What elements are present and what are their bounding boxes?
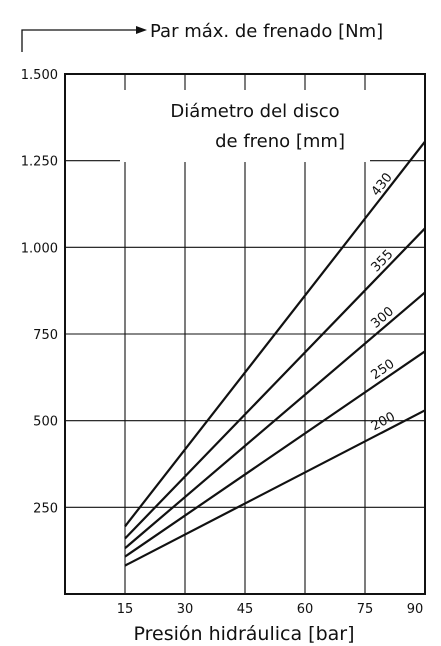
x-tick-label: 45 bbox=[237, 602, 254, 617]
series-line-355 bbox=[124, 227, 426, 540]
y-tick-label: 1.500 bbox=[21, 68, 58, 83]
legend-title-line-2: de freno [mm] bbox=[215, 131, 345, 152]
tick-labels: 250 500 750 1.000 1.250 1.500 15 30 45 60 75 90 bbox=[21, 68, 423, 617]
x-tick-label: 75 bbox=[357, 602, 374, 617]
series-line-250 bbox=[124, 350, 426, 558]
series-line-430 bbox=[124, 140, 426, 528]
series-label-200: 200 bbox=[369, 409, 398, 434]
x-tick-label: 60 bbox=[297, 602, 314, 617]
y-tick-label: 750 bbox=[33, 328, 58, 343]
y-tick-label: 1.000 bbox=[21, 241, 58, 256]
y-tick-label: 1.250 bbox=[21, 155, 58, 170]
x-tick-label: 15 bbox=[117, 602, 134, 617]
series-label-355: 355 bbox=[368, 247, 396, 275]
y-tick-label: 500 bbox=[33, 415, 58, 430]
legend-title-line-1: Diámetro del disco bbox=[170, 101, 339, 122]
x-tick-label: 90 bbox=[407, 602, 424, 617]
plot-frame bbox=[64, 73, 426, 595]
series-label-300: 300 bbox=[368, 304, 397, 332]
y-tick-label: 250 bbox=[33, 501, 58, 516]
y-axis-label: Par máx. de frenado [Nm] bbox=[150, 21, 383, 42]
y-axis-arrow bbox=[21, 26, 147, 52]
x-axis-label: Presión hidráulica [bar] bbox=[134, 623, 355, 645]
legend-title-box bbox=[120, 90, 370, 162]
series-label-430: 430 bbox=[369, 170, 396, 199]
series-line-300 bbox=[124, 291, 426, 550]
series-lines bbox=[124, 140, 426, 567]
x-tick-label: 30 bbox=[177, 602, 194, 617]
series-line-200 bbox=[124, 409, 426, 567]
